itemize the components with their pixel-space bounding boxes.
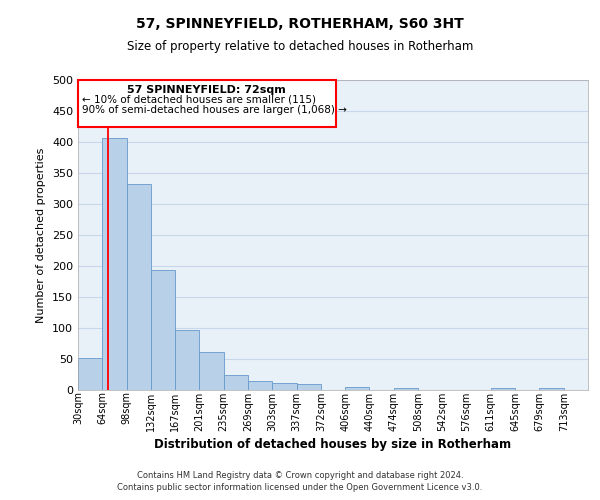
Text: Size of property relative to detached houses in Rotherham: Size of property relative to detached ho… [127, 40, 473, 53]
Bar [199, 352, 224, 390]
Bar [345, 387, 370, 390]
Bar [175, 330, 199, 390]
Bar [78, 80, 335, 126]
Bar [224, 374, 248, 390]
Bar [491, 388, 515, 390]
Text: Contains HM Land Registry data © Crown copyright and database right 2024.: Contains HM Land Registry data © Crown c… [137, 470, 463, 480]
Text: Contains public sector information licensed under the Open Government Licence v3: Contains public sector information licen… [118, 483, 482, 492]
Bar [248, 382, 272, 390]
Bar [151, 270, 175, 390]
Bar [127, 184, 151, 390]
Text: ← 10% of detached houses are smaller (115): ← 10% of detached houses are smaller (11… [82, 95, 316, 105]
Text: 90% of semi-detached houses are larger (1,068) →: 90% of semi-detached houses are larger (… [82, 105, 346, 115]
Text: 57 SPINNEYFIELD: 72sqm: 57 SPINNEYFIELD: 72sqm [127, 85, 286, 95]
Y-axis label: Number of detached properties: Number of detached properties [37, 148, 46, 322]
Bar [102, 138, 127, 390]
Bar [539, 388, 564, 390]
Text: 57, SPINNEYFIELD, ROTHERHAM, S60 3HT: 57, SPINNEYFIELD, ROTHERHAM, S60 3HT [136, 18, 464, 32]
Bar [394, 388, 418, 390]
Bar [272, 383, 296, 390]
X-axis label: Distribution of detached houses by size in Rotherham: Distribution of detached houses by size … [154, 438, 512, 450]
Bar [296, 384, 321, 390]
Bar [78, 358, 102, 390]
